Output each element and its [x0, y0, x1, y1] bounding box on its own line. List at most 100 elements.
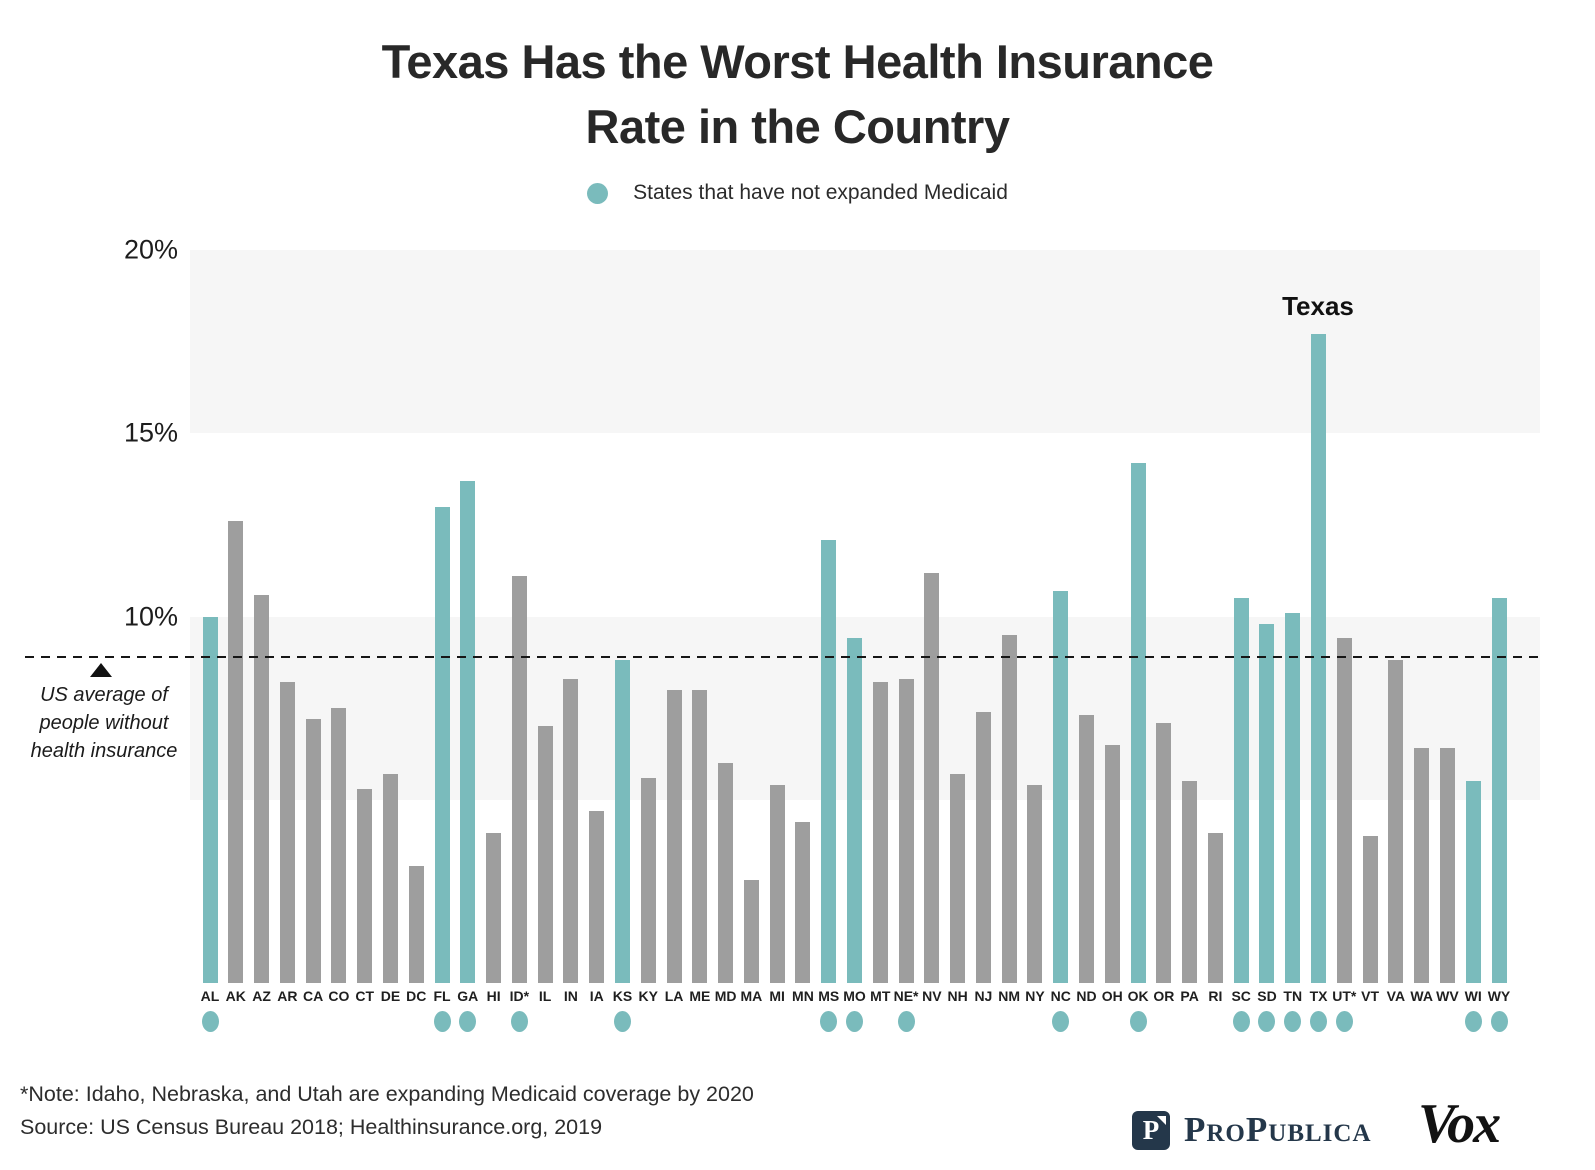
x-axis-label-NJ: NJ	[974, 988, 993, 1004]
bar-MS	[821, 539, 837, 983]
annotation-line: health insurance	[30, 740, 178, 762]
medicaid-dot-SC	[1232, 1011, 1250, 1032]
x-axis-label-SD: SD	[1257, 988, 1277, 1004]
bar-NM	[1001, 634, 1017, 983]
bar-ND	[1079, 715, 1095, 983]
bar-MN	[795, 821, 811, 983]
x-axis-label-IL: IL	[538, 988, 552, 1004]
title-line-2: Rate in the Country	[585, 99, 1010, 153]
bar-IL	[537, 726, 553, 983]
x-axis-label-AK: AK	[225, 988, 246, 1004]
up-triangle-icon	[90, 663, 112, 677]
x-axis-label-MI: MI	[769, 988, 785, 1004]
us-average-annotation: US average of people without health insu…	[12, 681, 196, 765]
x-axis-label-NV: NV	[922, 988, 942, 1004]
page-title: Texas Has the Worst Health Insurance Rat…	[0, 30, 1595, 160]
x-axis-label-WA: WA	[1410, 988, 1433, 1004]
bar-ID*	[511, 576, 527, 983]
bar-CT	[357, 788, 373, 983]
bar-LA	[666, 689, 682, 983]
annotation-line: US average of	[40, 684, 168, 706]
medicaid-dot-SD	[1258, 1011, 1276, 1032]
x-axis-label-MA: MA	[740, 988, 763, 1004]
x-axis-label-DE: DE	[380, 988, 401, 1004]
x-axis-label-MO: MO	[843, 988, 866, 1004]
grid-band-15-20	[190, 250, 1540, 433]
propublica-logo: P ProPublica	[1132, 1110, 1372, 1150]
bar-NJ	[975, 711, 991, 983]
bar-MI	[769, 785, 785, 983]
bar-HI	[486, 832, 502, 983]
bar-MT	[872, 682, 888, 983]
medicaid-dot-TX	[1310, 1011, 1328, 1032]
x-axis-label-KS: KS	[612, 988, 633, 1004]
legend-label: States that have not expanded Medicaid	[633, 181, 1008, 204]
bar-WA	[1414, 748, 1430, 983]
x-axis-label-NY: NY	[1025, 988, 1045, 1004]
vox-logo: Vox	[1418, 1093, 1501, 1155]
bar-UT*	[1336, 638, 1352, 983]
annotation-line: people without	[39, 712, 169, 734]
source-line: Source: US Census Bureau 2018; Healthins…	[20, 1115, 603, 1139]
title-line-1: Texas Has the Worst Health Insurance	[381, 35, 1214, 88]
x-axis-label-NC: NC	[1050, 988, 1071, 1004]
bar-AL	[202, 616, 218, 983]
x-axis-label-KY: KY	[638, 988, 658, 1004]
x-axis-label-WY: WY	[1487, 988, 1511, 1004]
bar-IN	[563, 678, 579, 983]
bar-WI	[1465, 781, 1481, 983]
medicaid-dot-AL	[201, 1011, 219, 1032]
x-axis-label-IN: IN	[563, 988, 578, 1004]
bar-SD	[1259, 623, 1275, 983]
medicaid-dot-MO	[846, 1011, 863, 1032]
x-axis-label-HI: HI	[486, 988, 501, 1004]
x-axis-label-OK: OK	[1127, 988, 1149, 1004]
bar-SC	[1233, 598, 1249, 983]
bar-WV	[1439, 748, 1455, 983]
bar-TX	[1311, 334, 1327, 983]
propublica-wordmark: ProPublica	[1184, 1110, 1372, 1149]
bar-VA	[1388, 660, 1404, 983]
medicaid-dot-WY	[1490, 1011, 1508, 1032]
medicaid-dot-FL	[433, 1011, 451, 1032]
y-tick-10: 10%	[123, 601, 178, 632]
bar-DC	[408, 865, 424, 983]
x-axis-label-FL: FL	[433, 988, 451, 1004]
bar-MA	[743, 880, 759, 983]
propublica-icon: P	[1132, 1110, 1170, 1150]
bar-RI	[1207, 832, 1223, 983]
x-axis-label-AL: AL	[200, 988, 220, 1004]
propublica-flag-icon	[1157, 1115, 1166, 1125]
bar-OH	[1104, 744, 1120, 983]
bar-NC	[1053, 590, 1069, 983]
legend: States that have not expanded Medicaid	[0, 181, 1595, 205]
medicaid-dot-NE*	[897, 1011, 915, 1032]
bar-KS	[614, 660, 630, 983]
x-axis-label-UT*: UT*	[1332, 988, 1357, 1004]
bar-ME	[692, 689, 708, 983]
x-axis-label-IA: IA	[589, 988, 604, 1004]
x-axis-label-OR: OR	[1153, 988, 1175, 1004]
us-average-dashed-line	[25, 656, 1541, 658]
x-axis-label-ME: ME	[689, 988, 711, 1004]
x-axis-label-WV: WV	[1436, 988, 1459, 1004]
x-axis-label-NM: NM	[998, 988, 1021, 1004]
x-axis-label-SC: SC	[1231, 988, 1251, 1004]
bar-KY	[640, 777, 656, 983]
x-axis-label-WI: WI	[1464, 988, 1482, 1004]
bar-NV	[924, 572, 940, 983]
bar-OK	[1130, 462, 1146, 983]
bar-NH	[950, 774, 966, 983]
x-axis-label-CT: CT	[355, 988, 374, 1004]
bar-TN	[1285, 612, 1301, 983]
x-axis-label-MN: MN	[792, 988, 814, 1004]
bar-CO	[331, 708, 347, 983]
bar-GA	[460, 480, 476, 983]
x-axis-label-ND: ND	[1076, 988, 1097, 1004]
bar-AZ	[254, 594, 270, 983]
x-axis-label-TX: TX	[1309, 988, 1328, 1004]
x-axis-label-AR: AR	[277, 988, 298, 1004]
medicaid-dot-MS	[820, 1011, 838, 1032]
x-axis-label-PA: PA	[1180, 988, 1199, 1004]
